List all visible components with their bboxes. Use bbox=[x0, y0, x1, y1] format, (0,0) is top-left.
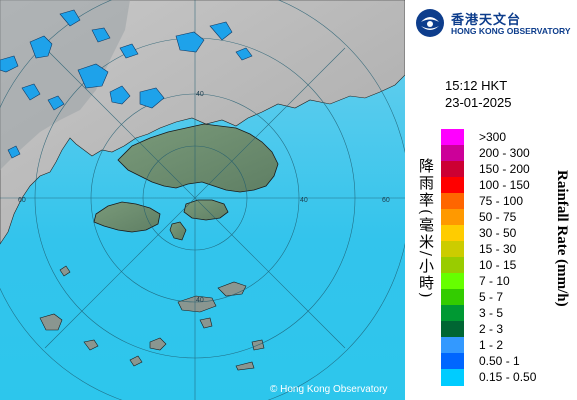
lantau-island bbox=[93, 201, 161, 233]
legend-swatch bbox=[441, 257, 464, 274]
legend-label: 2 - 3 bbox=[479, 322, 504, 336]
legend-label: 75 - 100 bbox=[479, 194, 524, 208]
legend-label: 0.50 - 1 bbox=[479, 354, 520, 368]
range-rings bbox=[0, 0, 405, 400]
legend-swatch bbox=[441, 209, 464, 226]
legend-label: 30 - 50 bbox=[479, 226, 517, 240]
legend-swatch bbox=[441, 289, 464, 306]
legend-title-en: Rainfall Rate (mm/h) bbox=[554, 170, 570, 307]
legend-label: 150 - 200 bbox=[479, 162, 530, 176]
ring-label: 40 bbox=[196, 297, 204, 304]
legend-title-cn: 降雨率(毫米/小時) bbox=[417, 158, 435, 300]
legend-swatch bbox=[441, 161, 464, 178]
legend-swatch bbox=[441, 369, 464, 386]
legend-swatch bbox=[441, 145, 464, 162]
observatory-logo: 香港天文台 HONG KONG OBSERVATORY bbox=[415, 6, 575, 42]
legend-label: 7 - 10 bbox=[479, 274, 510, 288]
hk-island bbox=[183, 199, 229, 221]
legend-label: 15 - 30 bbox=[479, 242, 517, 256]
legend-swatch bbox=[441, 177, 464, 194]
radar-time: 15:12 HKT bbox=[445, 78, 508, 93]
observatory-logo-icon bbox=[416, 9, 444, 37]
legend-swatch bbox=[441, 337, 464, 354]
legend-label: 0.15 - 0.50 bbox=[479, 370, 537, 384]
lamma-island bbox=[169, 221, 187, 241]
legend-label: 50 - 75 bbox=[479, 210, 517, 224]
copyright-text: © Hong Kong Observatory bbox=[270, 384, 388, 395]
rain-echoes bbox=[0, 9, 253, 159]
org-name-cn: 香港天文台 bbox=[451, 13, 522, 28]
legend-label: 100 - 150 bbox=[479, 178, 530, 192]
legend-swatch bbox=[441, 129, 464, 146]
legend-swatch bbox=[441, 225, 464, 242]
legend-swatch bbox=[441, 193, 464, 210]
legend-label: 3 - 5 bbox=[479, 306, 504, 320]
legend-swatch bbox=[441, 321, 464, 338]
legend-swatch bbox=[441, 273, 464, 290]
legend-swatch bbox=[441, 241, 464, 258]
org-name-en: HONG KONG OBSERVATORY bbox=[451, 26, 571, 36]
ring-label: 60 bbox=[382, 197, 390, 204]
legend-label: 10 - 15 bbox=[479, 258, 517, 272]
range-ring-labels: 60 60 40 40 40 bbox=[18, 91, 390, 304]
ring-label: 40 bbox=[300, 197, 308, 204]
hong-kong-land bbox=[117, 123, 279, 193]
ring-label: 60 bbox=[18, 197, 26, 204]
legend-swatch bbox=[441, 353, 464, 370]
legend-label: >300 bbox=[479, 130, 507, 144]
info-panel: 香港天文台 HONG KONG OBSERVATORY 15:12 HKT 23… bbox=[405, 0, 577, 400]
legend-label: 5 - 7 bbox=[479, 290, 504, 304]
outlying-islands bbox=[39, 265, 265, 371]
ring-label: 40 bbox=[196, 91, 204, 98]
radar-date: 23-01-2025 bbox=[445, 95, 512, 110]
legend-label: 200 - 300 bbox=[479, 146, 530, 160]
legend-label: 1 - 2 bbox=[479, 338, 504, 352]
legend-swatch bbox=[441, 305, 464, 322]
radar-map: 60 60 40 40 40 bbox=[0, 0, 405, 400]
